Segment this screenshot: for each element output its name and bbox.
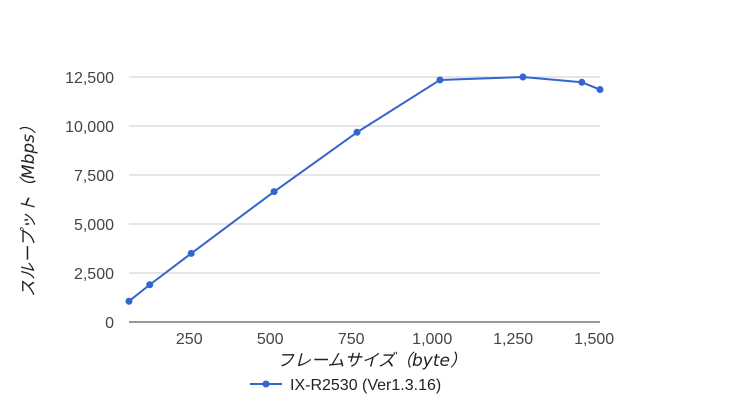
y-tick-label: 2,500 [74, 266, 114, 283]
x-tick-label: 1,250 [493, 331, 533, 348]
y-tick-label: 0 [105, 315, 114, 332]
x-tick-label: 750 [338, 331, 365, 348]
series-line [128, 76, 601, 303]
x-tick-label: 250 [176, 331, 203, 348]
x-axis-tick-labels: 250 500 750 1,000 1,250 1,500 [176, 331, 614, 348]
data-point [578, 78, 586, 86]
legend: IX-R2530 (Ver1.3.16) [250, 377, 441, 394]
data-point [146, 281, 154, 289]
y-tick-label: 7,500 [74, 168, 114, 185]
data-point [187, 249, 195, 257]
x-tick-label: 1,000 [412, 331, 452, 348]
x-tick-label: 1,500 [574, 331, 614, 348]
data-point [519, 73, 527, 81]
x-tick-label: 500 [257, 331, 284, 348]
y-tick-label: 10,000 [65, 119, 114, 136]
data-point [436, 76, 444, 84]
data-point [125, 297, 133, 305]
data-point [270, 188, 278, 196]
x-axis-title: フレームサイズ（byte） [277, 351, 467, 371]
y-tick-label: 12,500 [65, 70, 114, 87]
y-axis-tick-labels: 0 2,500 5,000 7,500 10,000 12,500 [65, 70, 114, 332]
y-axis-title: スループット（Mbps） [19, 117, 39, 297]
gridlines [129, 76, 600, 323]
data-point [596, 86, 604, 94]
data-point [353, 128, 361, 136]
y-tick-label: 5,000 [74, 217, 114, 234]
plot-area [125, 73, 604, 305]
legend-label: IX-R2530 (Ver1.3.16) [290, 377, 441, 394]
legend-marker-swatch [262, 380, 270, 388]
